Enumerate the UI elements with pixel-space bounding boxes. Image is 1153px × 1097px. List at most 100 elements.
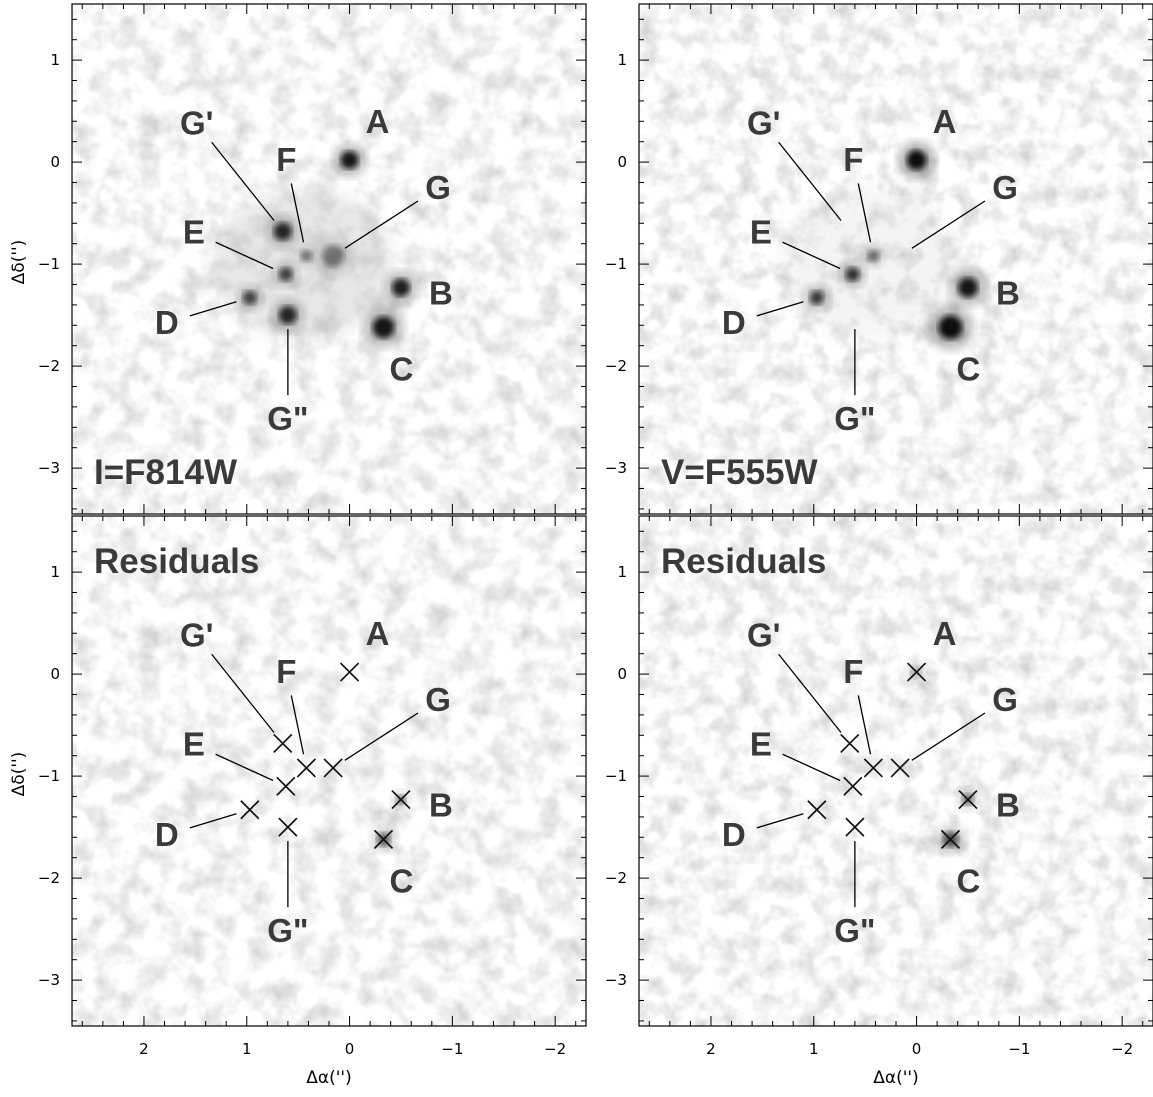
source-marker [273, 733, 293, 754]
y-tick-label: 1 [617, 51, 627, 69]
source-label: A [366, 103, 390, 140]
source-label: F [276, 141, 296, 178]
y-tick-label: 0 [617, 153, 627, 171]
source-label: G [992, 169, 1018, 206]
label-leader [290, 183, 305, 243]
source-marker [843, 776, 863, 796]
label-leader [857, 695, 872, 755]
y-tick-label: 1 [50, 563, 60, 581]
axis-ticks [639, 516, 1153, 1026]
source-marker [840, 733, 860, 754]
source-marker [940, 829, 961, 849]
label-leader [756, 301, 804, 317]
y-tick-label: −1 [38, 767, 60, 785]
source-marker [323, 758, 343, 778]
source-marker [373, 829, 394, 849]
source-marker [240, 800, 260, 820]
y-tick-label: 0 [50, 665, 60, 683]
source-blob [809, 290, 824, 305]
source-marker [958, 789, 978, 810]
label-leader [211, 653, 275, 733]
x-tick-label: 0 [912, 1040, 922, 1058]
x-tick-label: −2 [544, 1040, 566, 1058]
source-label: G' [747, 616, 781, 653]
source-label: G" [834, 912, 875, 949]
y-tick-label: −3 [605, 459, 627, 477]
source-label: D [722, 816, 746, 853]
label-leader [215, 241, 274, 270]
source-label: E [183, 725, 205, 762]
y-tick-label: 0 [50, 153, 60, 171]
source-blob [391, 278, 410, 297]
y-tick-label: −1 [38, 255, 60, 273]
source-blob [957, 277, 978, 298]
source-label: G" [267, 912, 308, 949]
x-tick-label: 1 [809, 1040, 819, 1058]
x-tick-label: 2 [139, 1040, 149, 1058]
label-leader [344, 200, 419, 249]
y-axis-title-bottom: Δδ('') [9, 752, 29, 797]
label-leader [911, 200, 986, 249]
label-leader [782, 241, 841, 270]
label-leader [911, 712, 986, 761]
source-label: G' [180, 616, 214, 653]
x-axis-title-right: Δα('') [873, 1068, 918, 1088]
source-label: D [155, 816, 179, 853]
source-marker [863, 758, 883, 778]
y-tick-label: −1 [605, 767, 627, 785]
source-label: G [425, 681, 451, 718]
source-label: B [996, 787, 1020, 824]
label-leader [778, 141, 842, 221]
source-blob [278, 306, 297, 325]
source-label: F [843, 141, 863, 178]
y-tick-label: −2 [38, 869, 60, 887]
band-label: V=F555W [661, 453, 818, 492]
residuals-label: Residuals [661, 542, 826, 581]
source-label: G" [267, 400, 308, 437]
y-tick-label: 1 [50, 51, 60, 69]
axis-ticks [639, 4, 1153, 514]
y-tick-label: 0 [617, 665, 627, 683]
x-tick-label: −1 [1008, 1040, 1030, 1058]
y-axis-title-top: Δδ('') [9, 240, 29, 285]
y-tick-label: 1 [617, 563, 627, 581]
source-label: D [722, 304, 746, 341]
x-tick-label: −1 [441, 1040, 463, 1058]
source-blob [906, 150, 927, 171]
y-tick-label: −2 [605, 357, 627, 375]
label-leader [211, 141, 275, 221]
source-label: E [750, 213, 772, 250]
source-label: G' [747, 104, 781, 141]
source-blob [340, 151, 359, 170]
source-label: B [996, 275, 1020, 312]
x-tick-label: 0 [345, 1040, 355, 1058]
x-tick-label: 1 [242, 1040, 252, 1058]
label-leader [189, 813, 237, 829]
source-label: C [957, 862, 981, 899]
source-blob [372, 316, 395, 339]
source-blob [867, 249, 880, 262]
source-label: C [957, 350, 981, 387]
panel-v: A B C D E F G G' G" V=F555W 1 0 −1 −2 −3 [605, 3, 1153, 515]
source-blob [242, 290, 257, 305]
panel-ri: A B C D E F G G' G" Residuals 1 0 −1 −2 −3 2 1 0 −1 −2 [38, 515, 587, 1058]
label-leader [344, 712, 419, 761]
source-blob [278, 267, 293, 282]
source-marker [807, 800, 827, 820]
source-marker [890, 758, 910, 778]
axis-ticks [72, 4, 586, 514]
y-tick-label: −2 [38, 357, 60, 375]
source-blob [322, 244, 345, 267]
y-tick-label: −3 [38, 459, 60, 477]
axis-ticks [72, 516, 586, 1026]
source-label: G' [180, 104, 214, 141]
source-blob [938, 315, 963, 340]
source-label: G [425, 169, 451, 206]
source-label: F [276, 653, 296, 690]
source-label: C [390, 350, 414, 387]
source-marker [339, 662, 360, 682]
source-blob [300, 249, 313, 262]
source-label: A [933, 103, 957, 140]
label-leader [857, 183, 872, 243]
